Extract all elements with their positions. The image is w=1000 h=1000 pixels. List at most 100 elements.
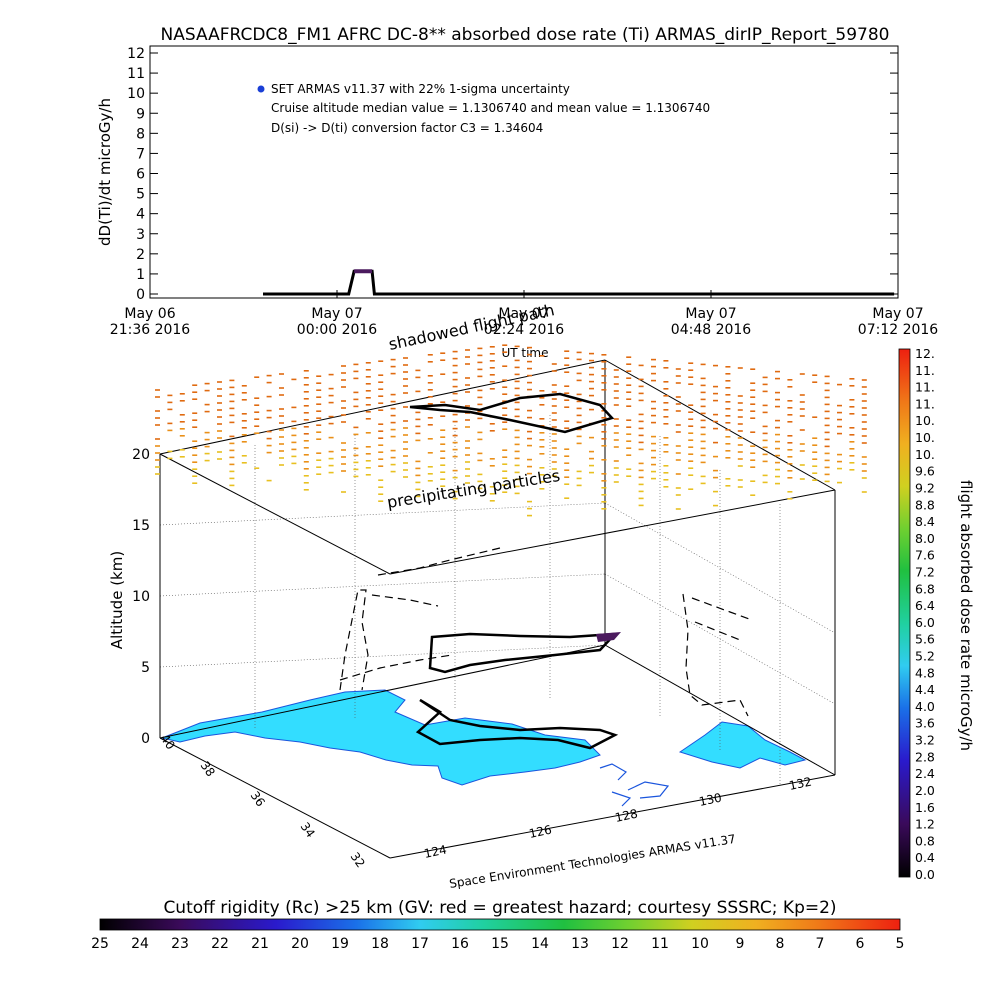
cutoff-rigidity-colorbar-tick-label: 10 — [691, 936, 709, 952]
dose-rate-colorbar-tick-label: 1.2 — [915, 817, 935, 832]
longitude-tick-label: 128 — [614, 806, 639, 824]
cutoff-rigidity-colorbar-tick-label: 7 — [816, 936, 825, 952]
dose-rate-colorbar-tick-label: 8.4 — [915, 514, 935, 529]
dose-rate-colorbar-ticks: 12.11.11.11.10.10.10.9.69.28.88.48.07.67… — [915, 346, 935, 882]
dose-rate-colorbar-tick-label: 9.6 — [915, 464, 935, 479]
cutoff-rigidity-colorbar-gradient — [99, 918, 901, 931]
altitude-axis-label: Altitude (km) — [108, 551, 126, 649]
top-x-tick-label-date: May 06 — [124, 306, 175, 322]
panel-frame — [159, 359, 836, 859]
cutoff-rigidity-colorbar-tick-label: 21 — [251, 936, 269, 952]
dose-rate-colorbar-tick-label: 11. — [915, 363, 935, 378]
dose-rate-colorbar-tick-label: 0.8 — [915, 833, 935, 848]
top-y-tick-label: 6 — [136, 167, 145, 183]
dose-rate-colorbar-tick-label: 8.0 — [915, 531, 935, 546]
top-y-tick-label: 12 — [127, 46, 145, 62]
land-kyushu — [678, 721, 807, 769]
dose-rate-colorbar-tick-label: 8.8 — [915, 497, 935, 512]
cutoff-rigidity-colorbar: Cutoff rigidity (Rc) >25 km (GV: red = g… — [91, 898, 904, 952]
top-y-tick-label: 3 — [136, 227, 145, 243]
top-x-tick-label-time: 02:24 2016 — [484, 322, 565, 338]
top-x-tick-label-date: May 07 — [685, 306, 736, 322]
chart-title: NASAAFRCDC8_FM1 AFRC DC-8** absorbed dos… — [161, 25, 890, 45]
longitude-axis: 124 126 128 130 132 — [423, 774, 813, 860]
legend-label: SET ARMAS v11.37 with 22% 1-sigma uncert… — [271, 82, 570, 96]
cutoff-rigidity-colorbar-label: Cutoff rigidity (Rc) >25 km (GV: red = g… — [163, 898, 836, 918]
top-x-tick-label-time: 00:00 2016 — [297, 322, 378, 338]
cutoff-rigidity-colorbar-tick-label: 22 — [211, 936, 229, 952]
dose-rate-colorbar-label: flight absorbed dose rate microGy/h — [957, 480, 975, 751]
dose-rate-colorbar-tick-label: 10. — [915, 413, 935, 428]
cutoff-rigidity-colorbar-tick-label: 8 — [776, 936, 785, 952]
dose-rate-colorbar: 12.11.11.11.10.10.10.9.69.28.88.48.07.67… — [898, 346, 975, 882]
latitude-tick-label: 38 — [198, 759, 218, 780]
dose-rate-colorbar-tick-label: 12. — [915, 346, 935, 361]
conversion-factor-annotation: D(si) -> D(ti) conversion factor C3 = 1.… — [271, 121, 543, 135]
altitude-tick-label: 5 — [141, 660, 150, 676]
latitude-tick-label: 36 — [248, 789, 268, 810]
cutoff-rigidity-colorbar-tick-label: 6 — [856, 936, 865, 952]
cutoff-rigidity-colorbar-tick-label: 24 — [131, 936, 149, 952]
cutoff-rigidity-colorbar-tick-label: 9 — [736, 936, 745, 952]
land-korea-east — [160, 689, 601, 786]
dose-rate-colorbar-tick-label: 0.0 — [915, 867, 935, 882]
cutoff-rigidity-colorbar-ticks: 25 24 23 22 21 20 19 18 17 16 15 14 13 12 11 10 9 8 7 6 5 — [91, 936, 904, 952]
top-x-tick-label-time: 21:36 2016 — [110, 322, 191, 338]
top-y-tick-label: 4 — [136, 207, 145, 223]
top-y-tick-label: 10 — [127, 86, 145, 102]
top-y-axis-label: dD(Ti)/dt microGy/h — [96, 98, 114, 246]
dose-rate-colorbar-tick-label: 4.4 — [915, 682, 935, 697]
series-line — [263, 269, 895, 296]
top-y-tick-label: 9 — [136, 106, 145, 122]
credit-label: Space Environment Technologies ARMAS v11… — [448, 832, 736, 891]
cutoff-rigidity-colorbar-tick-label: 17 — [411, 936, 429, 952]
cutoff-rigidity-colorbar-tick-label: 16 — [451, 936, 469, 952]
cutoff-rigidity-colorbar-tick-label: 19 — [331, 936, 349, 952]
top-y-tick-label: 0 — [136, 287, 145, 303]
altitude-tick-label: 15 — [132, 518, 150, 534]
top-y-tick-label: 1 — [136, 267, 145, 283]
flight-path-ground — [415, 698, 619, 750]
legend-marker — [257, 85, 265, 93]
dose-bar-3d — [596, 632, 621, 642]
dose-rate-colorbar-tick-label: 2.0 — [915, 783, 935, 798]
cutoff-rigidity-colorbar-tick-label: 18 — [371, 936, 389, 952]
cutoff-rigidity-colorbar-tick-label: 13 — [571, 936, 589, 952]
dose-rate-colorbar-tick-label: 6.8 — [915, 581, 935, 596]
cutoff-rigidity-colorbar-tick-label: 14 — [531, 936, 549, 952]
flight-path-climb — [339, 547, 753, 717]
top-series-layer — [263, 269, 895, 296]
top-y-tick-label: 7 — [136, 146, 145, 162]
dose-rate-colorbar-tick-label: 10. — [915, 430, 935, 445]
dose-rate-colorbar-tick-label: 11. — [915, 396, 935, 411]
latitude-tick-label: 32 — [348, 850, 368, 871]
dose-rate-colorbar-tick-label: 6.4 — [915, 598, 935, 613]
dose-rate-colorbar-tick-label: 3.2 — [915, 733, 935, 748]
flight-path-cruise — [428, 632, 619, 674]
cutoff-rigidity-colorbar-tick-label: 25 — [91, 936, 109, 952]
dose-rate-colorbar-tick-label: 4.8 — [915, 665, 935, 680]
altitude-axis: 0 5 10 15 20 — [132, 447, 150, 747]
dose-rate-colorbar-tick-label: 2.8 — [915, 749, 935, 764]
top-x-tick-label-time: 04:48 2016 — [671, 322, 752, 338]
dose-rate-colorbar-tick-label: 1.6 — [915, 800, 935, 815]
altitude-tick-label: 10 — [132, 589, 150, 605]
dose-rate-colorbar-tick-label: 9.2 — [915, 480, 935, 495]
dose-rate-colorbar-tick-label: 5.2 — [915, 649, 935, 664]
altitude-tick-label: 0 — [141, 731, 150, 747]
top-x-tick-label-time: 07:12 2016 — [858, 322, 939, 338]
top-x-axis-label: UT time — [501, 346, 548, 360]
precipitating-particles-field — [155, 344, 867, 517]
dose-rate-colorbar-gradient — [898, 348, 911, 878]
cutoff-rigidity-colorbar-tick-label: 20 — [291, 936, 309, 952]
cruise-median-annotation: Cruise altitude median value = 1.1306740… — [271, 101, 710, 115]
dose-rate-colorbar-tick-label: 3.6 — [915, 716, 935, 731]
top-y-tick-label: 11 — [127, 66, 145, 82]
cutoff-rigidity-colorbar-tick-label: 23 — [171, 936, 189, 952]
dose-rate-colorbar-tick-label: 4.0 — [915, 699, 935, 714]
